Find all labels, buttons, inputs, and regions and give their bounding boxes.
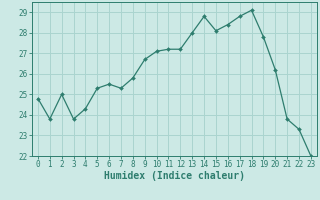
X-axis label: Humidex (Indice chaleur): Humidex (Indice chaleur) <box>104 171 245 181</box>
